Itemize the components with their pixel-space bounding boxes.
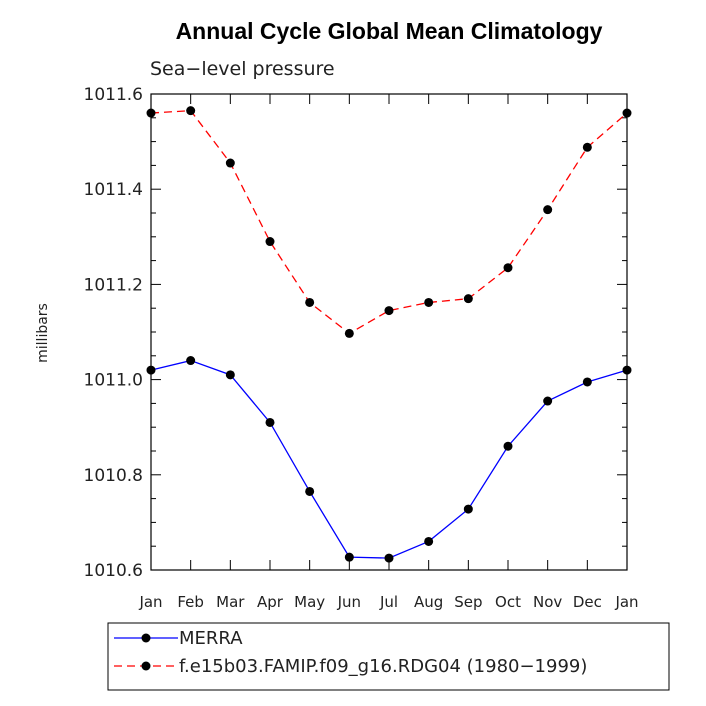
chart-subtitle: Sea−level pressure [150, 58, 335, 80]
chart-title: Annual Cycle Global Mean Climatology [176, 18, 603, 44]
axis-ticks [150, 93, 628, 571]
series-1-point [543, 205, 553, 215]
plot-frame [150, 93, 628, 571]
series-0-point [265, 417, 275, 427]
series-0-point [543, 396, 553, 406]
legend-marker-1 [141, 661, 151, 671]
y-tick-label: 1011.2 [84, 275, 143, 295]
x-tick-label: May [294, 593, 325, 611]
series-layer [146, 106, 632, 563]
series-0-point [424, 536, 434, 546]
series-1-point [344, 328, 354, 338]
series-1-point [265, 237, 275, 247]
x-tick-label: Apr [257, 593, 284, 611]
series-1-point [384, 306, 394, 316]
legend-label-1: f.e15b03.FAMIP.f09_g16.RDG04 (1980−1999) [179, 656, 587, 677]
series-1-point [225, 158, 235, 168]
series-0-point [225, 370, 235, 380]
x-tick-label: Mar [216, 593, 245, 611]
series-line-1 [150, 109, 628, 335]
legend-entries: MERRA f.e15b03.FAMIP.f09_g16.RDG04 (1980−… [114, 628, 587, 677]
y-tick-label: 1010.8 [84, 466, 143, 486]
series-1-point [305, 297, 315, 307]
x-tick-label: Jan [138, 593, 162, 611]
x-tick-label: Nov [533, 593, 562, 611]
x-tick-labels: Jan Feb Mar Apr May Jun Jul Aug Sep Oct Nov Dec Jan [138, 593, 638, 611]
y-tick-label: 1011.0 [84, 371, 143, 391]
series-1-point [582, 142, 592, 152]
series-1-point [186, 106, 196, 116]
series-1-point [463, 294, 473, 304]
x-tick-label: Jul [379, 593, 398, 611]
series-0-point [384, 553, 394, 563]
series-line-0 [150, 359, 628, 559]
y-tick-labels: 1010.6 1010.8 1011.0 1011.2 1011.4 1011.6 [84, 85, 143, 581]
x-tick-label: Dec [573, 593, 602, 611]
legend-marker-0 [141, 633, 151, 643]
y-axis-label: millibars [35, 303, 51, 363]
series-0-point [344, 552, 354, 562]
legend-label-0: MERRA [179, 628, 243, 649]
x-tick-label: Oct [495, 593, 521, 611]
series-0-point [503, 441, 513, 451]
y-tick-label: 1010.6 [84, 561, 143, 581]
series-0-point [582, 377, 592, 387]
y-tick-label: 1011.6 [84, 85, 143, 105]
legend: MERRA f.e15b03.FAMIP.f09_g16.RDG04 (1980−… [107, 622, 670, 691]
x-tick-label: Aug [414, 593, 443, 611]
x-tick-label: Jun [337, 593, 361, 611]
series-1-point [424, 297, 434, 307]
legend-box [107, 622, 670, 691]
series-0-point [186, 356, 196, 366]
x-tick-label: Sep [454, 593, 482, 611]
x-tick-label: Feb [177, 593, 204, 611]
x-tick-label: Jan [614, 593, 638, 611]
series-1-point [503, 263, 513, 273]
series-0-point [463, 504, 473, 514]
series-0-point [305, 486, 315, 496]
y-tick-label: 1011.4 [84, 180, 143, 200]
